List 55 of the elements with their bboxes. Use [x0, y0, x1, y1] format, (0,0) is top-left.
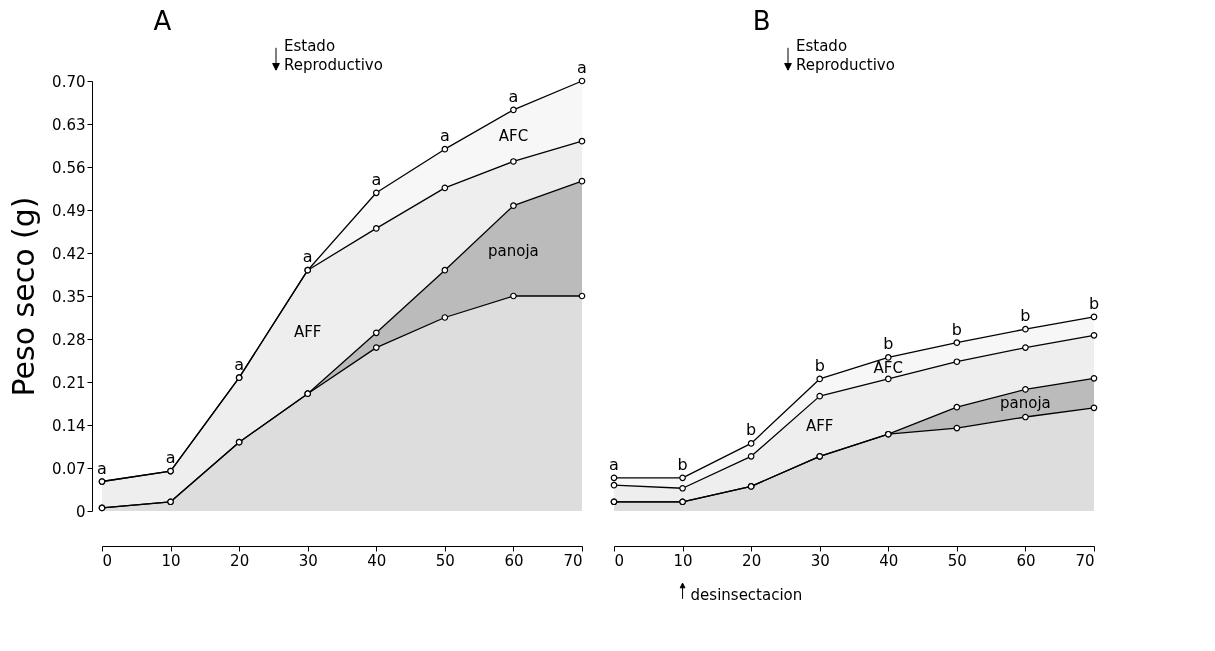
text: Estado Reproductivo [796, 37, 895, 74]
x-tick-label: 50 [435, 551, 455, 570]
data-label: a [302, 247, 313, 267]
x-tick-label: 30 [298, 551, 318, 570]
y-tick-label: 0.70 [52, 72, 86, 91]
data-label: a [508, 86, 519, 106]
text: Estado Reproductivo [284, 37, 383, 74]
x-tick-label: 60 [504, 551, 524, 570]
x-tick-label: 50 [947, 551, 967, 570]
chart-title: A [153, 6, 172, 36]
x-tick-label: 40 [879, 551, 899, 570]
data-label: b [677, 454, 688, 474]
x-tick-label: 10 [161, 551, 181, 570]
y-tick-label: 0.14 [52, 416, 86, 435]
series-label: panoja [1000, 394, 1051, 413]
y-axis-title: Peso seco (g) [6, 196, 42, 397]
data-label: b [1088, 293, 1100, 313]
chart-title: B [752, 6, 771, 36]
data-label: a [165, 448, 176, 468]
y-tick-label: 0 [75, 502, 86, 521]
series-label: AFC [873, 359, 903, 378]
text: desinsectacion [690, 586, 803, 604]
y-tick-label: 0.21 [52, 373, 86, 392]
x-tick-label: 70 [563, 551, 583, 570]
y-tick-label: 0.07 [52, 459, 86, 478]
y-tick-label: 0.35 [52, 287, 86, 306]
x-tick-label: 60 [1016, 551, 1036, 570]
y-tick-label: 0.56 [52, 158, 86, 177]
y-tick-label: 0.28 [52, 330, 86, 349]
data-label: a [609, 454, 619, 474]
series-label: AFF [805, 417, 834, 436]
x-tick-label: 40 [367, 551, 387, 570]
data-label: a [371, 169, 382, 189]
data-label: b [883, 334, 894, 354]
y-tick-label: 0.49 [52, 201, 86, 220]
x-tick-label: 0 [614, 551, 625, 570]
series-label: AFC [498, 126, 529, 145]
data-label: b [746, 420, 757, 440]
data-label: b [814, 355, 825, 375]
series-label: panoja [488, 241, 539, 260]
y-tick-label: 0.63 [52, 115, 86, 134]
series-label: AFF [293, 322, 322, 341]
x-tick-label: 20 [230, 551, 250, 570]
data-label: a [577, 58, 587, 77]
x-tick-label: 0 [102, 551, 113, 570]
x-tick-label: 70 [1075, 551, 1095, 570]
data-label: a [97, 458, 107, 478]
data-label: b [1020, 306, 1031, 326]
data-label: a [439, 126, 450, 146]
x-tick-label: 20 [742, 551, 762, 570]
x-tick-label: 10 [673, 551, 693, 570]
y-tick-label: 0.42 [52, 244, 86, 263]
x-tick-label: 30 [810, 551, 830, 570]
data-label: a [234, 354, 245, 374]
data-label: b [951, 319, 962, 339]
